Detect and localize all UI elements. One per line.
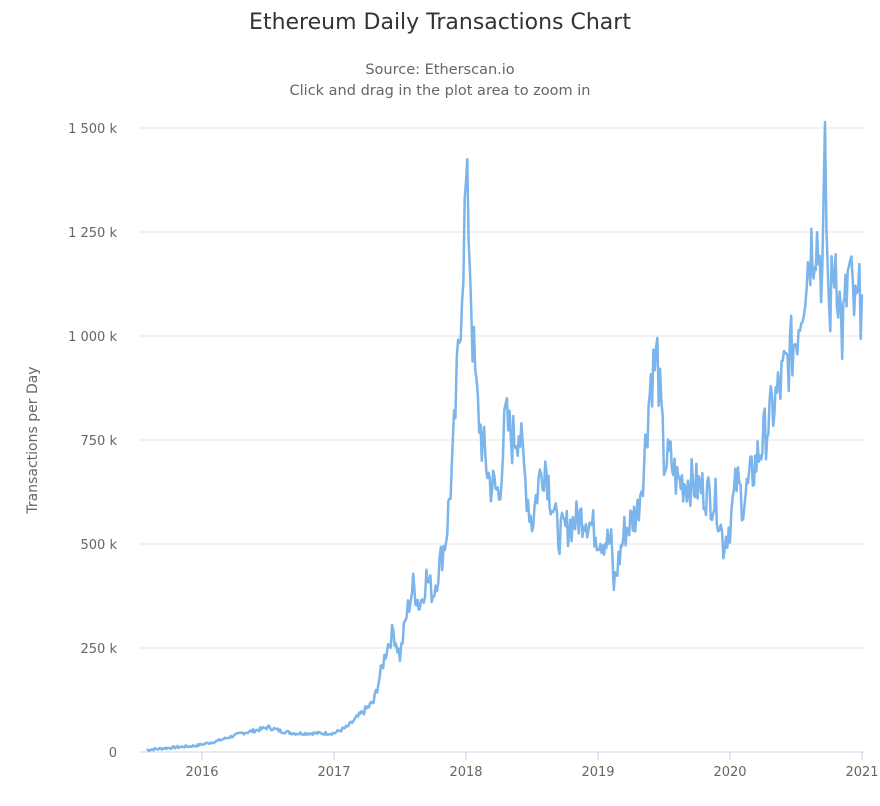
x-axis-ticks: 2016 2017 2018 2019 2020 2021 xyxy=(185,752,879,780)
y-axis-ticks: 1 500 k 1 250 k 1 000 k 750 k 500 k 250 k 0 xyxy=(68,122,117,761)
y-tick-label: 500 k xyxy=(81,538,118,553)
chart-subtitle-source: Source: Etherscan.io xyxy=(365,62,515,78)
x-tick-label: 2018 xyxy=(449,765,482,780)
grid-lines xyxy=(140,127,864,649)
y-tick-label: 1 500 k xyxy=(68,122,117,137)
transactions-line-series[interactable] xyxy=(146,120,864,752)
x-tick-label: 2017 xyxy=(317,765,350,780)
x-tick-label: 2021 xyxy=(845,765,878,780)
y-tick-label: 750 k xyxy=(81,434,118,449)
y-tick-label: 0 xyxy=(109,746,117,761)
x-tick-label: 2020 xyxy=(713,765,746,780)
y-tick-label: 1 250 k xyxy=(68,226,117,241)
x-tick-label: 2019 xyxy=(581,765,614,780)
chart-title: Ethereum Daily Transactions Chart xyxy=(249,10,631,35)
y-tick-label: 1 000 k xyxy=(68,330,117,345)
y-tick-label: 250 k xyxy=(81,642,118,657)
x-tick-label: 2016 xyxy=(185,765,218,780)
chart-subtitle-hint: Click and drag in the plot area to zoom … xyxy=(289,83,591,99)
